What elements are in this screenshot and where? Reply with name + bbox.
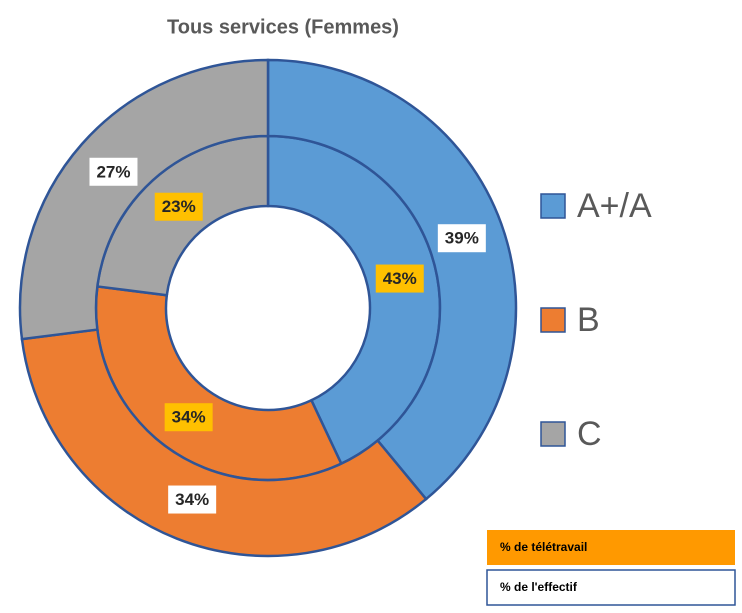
series-legend-box — [486, 569, 736, 606]
value-label: 34% — [175, 490, 209, 509]
legend-label: A+/A — [577, 187, 652, 225]
value-label-box — [168, 485, 217, 514]
value-label: 23% — [162, 197, 196, 216]
legend-label: C — [577, 415, 602, 453]
value-label: 34% — [172, 408, 206, 427]
legend-swatch — [540, 193, 566, 219]
legend-swatch — [540, 307, 566, 333]
value-label-box — [164, 403, 213, 432]
donut-segment — [18, 58, 270, 341]
series-legend-label: % de télétravail — [500, 540, 587, 554]
value-label: 43% — [383, 269, 417, 288]
value-label-box — [375, 264, 424, 293]
legend-swatch — [540, 421, 566, 447]
legend-label: B — [577, 301, 600, 339]
series-legend-label: % de l'effectif — [500, 580, 578, 594]
donut-segment — [266, 58, 518, 501]
value-label: 27% — [96, 162, 130, 181]
value-label-box — [154, 192, 203, 221]
donut-segment — [20, 328, 428, 558]
series-legend-box — [487, 530, 735, 565]
value-label: 39% — [445, 229, 479, 248]
value-label-box — [437, 224, 486, 253]
chart-title: Tous services (Femmes) — [167, 16, 399, 38]
value-label-box — [89, 157, 138, 186]
